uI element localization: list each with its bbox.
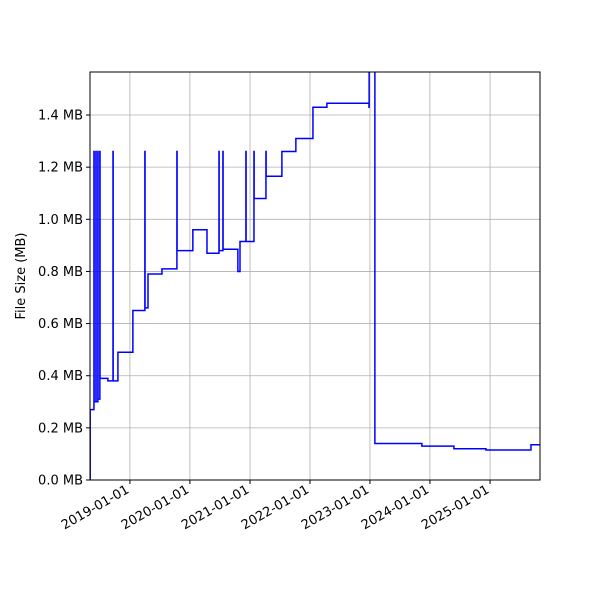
y-tick-label: 1.2 MB (38, 161, 83, 176)
y-tick-label: 1.0 MB (38, 213, 83, 228)
axes-frame (89, 71, 541, 481)
data-line (90, 72, 540, 480)
y-tick-label: 0.8 MB (38, 265, 83, 280)
y-axis-label: File Size (MB) (14, 233, 29, 320)
y-tick-label: 0.0 MB (38, 474, 83, 489)
plot-area (90, 72, 540, 480)
y-tick-label: 0.2 MB (38, 421, 83, 436)
y-tick-label: 0.4 MB (38, 369, 83, 384)
y-tick-label: 0.6 MB (38, 317, 83, 332)
y-tick-label: 1.4 MB (38, 109, 83, 124)
grid (90, 72, 540, 481)
